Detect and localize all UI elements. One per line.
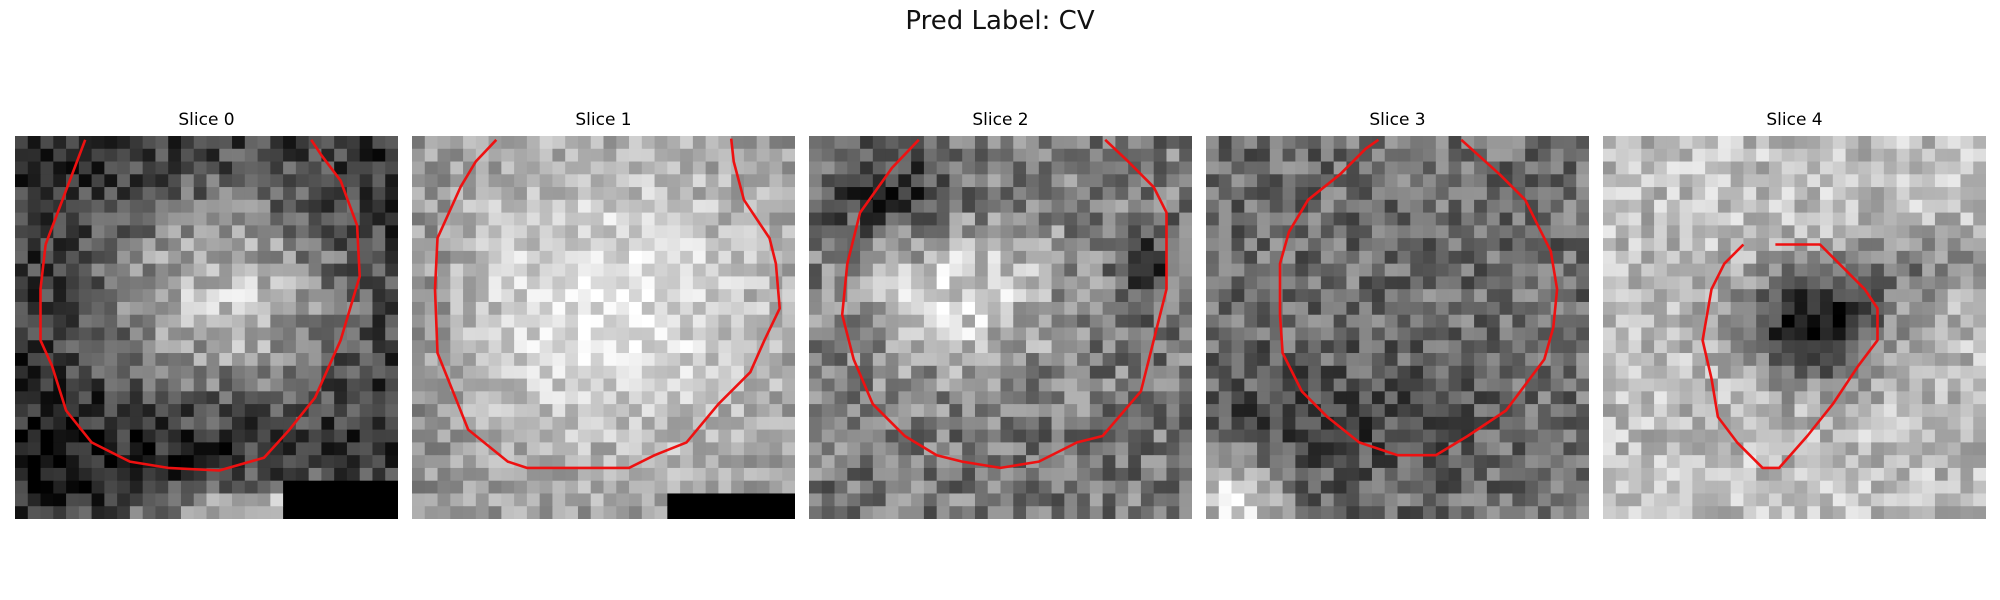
slice-panel: Slice 4: [1603, 108, 1986, 519]
slice-image: [1603, 136, 1986, 519]
segmentation-contour: [39, 139, 362, 472]
segmentation-contour: [840, 138, 1168, 470]
figure-title: Pred Label: CV: [905, 6, 1095, 36]
segmentation-contour: [1701, 243, 1879, 470]
pixel-grid: [1603, 136, 1986, 519]
slice-title: Slice 4: [1766, 110, 1823, 130]
slice-image: [1206, 136, 1589, 519]
pixel-grid: [15, 136, 398, 519]
segmentation-contour: [1278, 138, 1559, 457]
segmentation-contour: [433, 138, 782, 470]
pixel-grid: [809, 136, 1192, 519]
slice-image: [412, 136, 795, 519]
slice-title: Slice 1: [575, 110, 632, 130]
slice-panel: Slice 1: [412, 108, 795, 519]
slice-title: Slice 0: [178, 110, 235, 130]
slice-image: [15, 136, 398, 519]
pixel-grid: [412, 136, 795, 519]
slice-title: Slice 2: [972, 110, 1029, 130]
slice-panel: Slice 2: [809, 108, 1192, 519]
slice-title: Slice 3: [1369, 110, 1426, 130]
segmentation-contour-segment: [44, 139, 87, 245]
slice-image: [809, 136, 1192, 519]
slice-panel: Slice 0: [15, 108, 398, 519]
pixel-grid: [1206, 136, 1589, 519]
slice-panel: Slice 3: [1206, 108, 1589, 519]
